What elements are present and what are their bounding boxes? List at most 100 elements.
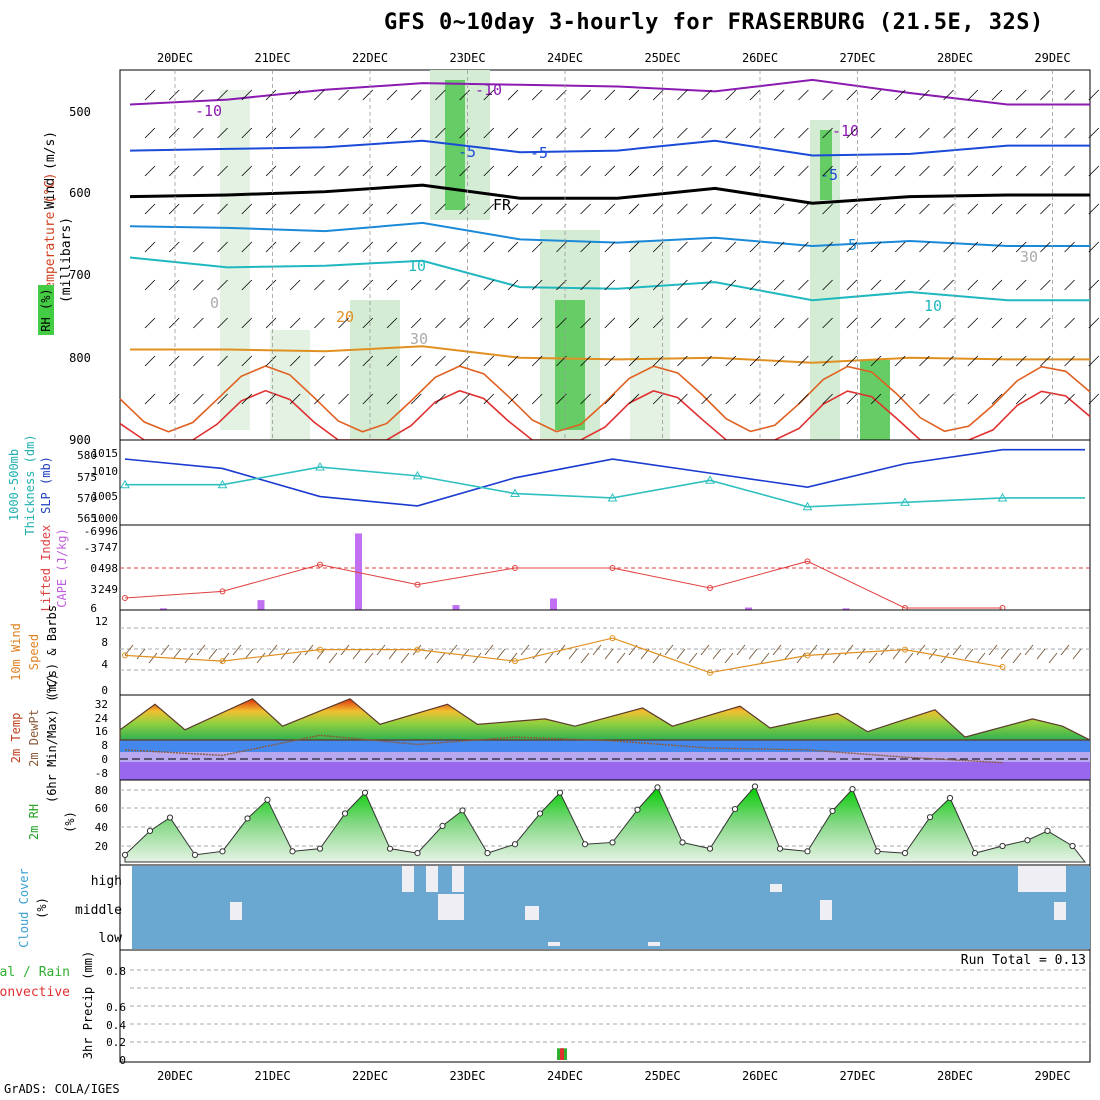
cloud-ylabel2: (%) [35,897,49,919]
upper-wind-barb [314,393,325,405]
upper-wind-barb [870,355,882,367]
thickness-marker [705,475,715,484]
upper-wind-barb [144,127,156,139]
upper-wind-barb [1040,165,1051,177]
upper-wind-barb [652,127,664,139]
precip-tick-2: 0.4 [106,1019,126,1032]
rh-marker [361,789,369,796]
upper-wind-barb [362,355,374,367]
top-date-label: 26DEC [742,51,778,65]
upper-wind-barb [362,203,374,215]
li-panel: -6 -3 0 3 6 996 747 498 249 Lifted Index… [39,524,1091,615]
upper-wind-barb [846,165,858,177]
isotherm-line [129,78,1090,106]
upper-wind-barb [241,165,253,177]
upper-wind-barb [531,127,543,139]
temp-area [119,698,1091,741]
li-tick-0: -6 [84,525,97,538]
upper-wind-barb [846,393,858,405]
upper-wind-barb [556,165,567,177]
upper-wind-barb [580,355,591,367]
upper-wind-barb [217,393,228,405]
upper-wind-barb [894,241,906,253]
temp-ylabel2: 2m DewPt [27,709,41,767]
thickness-marker [412,470,423,480]
cloud-block [1018,866,1066,892]
rh-marker [289,848,296,855]
upper-wind-barb [362,127,374,139]
surface-wind-barb [1024,644,1034,656]
upper-wind-barb [193,165,204,177]
upper-wind-barb [386,317,398,329]
upper-wind-barb [677,165,688,177]
rh-marker [776,845,784,852]
upper-wind-barb [773,127,785,139]
upper-wind-barb [193,203,204,215]
upper-wind-barb [168,355,180,367]
upper-wind-barb [168,241,180,253]
upper-wind-barb [217,241,228,253]
upper-wind-barb [822,89,833,101]
upper-wind-barb [604,317,616,329]
upper-wind-barb [410,127,422,139]
upper-wind-barb [1040,279,1051,291]
li-marker [804,558,811,565]
cloud-block [1054,902,1066,920]
upper-wind-barb [604,393,616,405]
upper-wind-barb [967,165,979,177]
upper-wind-barb [628,355,640,367]
upper-wind-barb [265,127,277,139]
upper-wind-barb [701,165,712,177]
upper-wind-barb [483,279,495,291]
upper-wind-barb [652,393,664,405]
upper-wind-barb [168,89,180,101]
upper-wind-barb [919,241,930,253]
upper-wind-barb [701,355,712,367]
upper-wind-barb [870,393,882,405]
upper-wind-barb [1015,89,1027,101]
upper-wind-barb [362,317,374,329]
upper-wind-barb [410,165,422,177]
upper-wind-barb [193,279,204,291]
upper-wind-barb [580,165,591,177]
surface-wind-barb [292,652,302,664]
upper-wind-barb [241,279,253,291]
rh-marker [484,850,491,857]
upper-wind-barb [483,317,495,329]
upper-wind-barb [870,241,882,253]
upper-wind-barb [580,279,591,291]
upper-wind-barb [822,203,833,215]
upper-wind-barb [725,203,737,215]
upper-wind-barb [701,317,712,329]
upper-wind-barb [773,203,785,215]
rh-marker [926,814,934,821]
contour-label: -10 [475,81,502,99]
thickness-marker [802,501,813,511]
upper-wind-barb [870,317,882,329]
upper-wind-barb [507,393,519,405]
upper-wind-barb [870,89,882,101]
surface-wind-barb [184,652,194,664]
cape-bar [257,600,265,610]
upper-wind-barb [991,355,1003,367]
rh-ylabel2: (%) [63,811,77,833]
bottom-date-label: 29DEC [1034,1069,1070,1083]
upper-wind-barb [870,165,882,177]
cloud-panel: high middle low Cloud Cover (%) [17,864,1091,951]
page-title: GFS 0~10day 3-hourly for FRASERBURG (21.… [384,10,1044,35]
upper-wind-barb [943,89,954,101]
upper-wind-barb [870,127,882,139]
upper-wind-barb [144,355,156,367]
upper-wind-barb [628,89,640,101]
surface-wind-barb [352,648,362,660]
cloud-block [438,894,464,920]
rh-tick-1: 60 [95,802,108,815]
slp-ylabel1: 1000-500mb [7,449,21,521]
upper-wind-barb [435,317,446,329]
upper-wind-barb [1064,127,1075,139]
wind-ylabel3: (m/s) & Barbs [45,605,59,699]
surface-wind-barb [436,652,446,664]
upper-wind-barb [410,203,422,215]
upper-wind-barb [773,241,785,253]
surface-wind-barb [268,644,278,656]
